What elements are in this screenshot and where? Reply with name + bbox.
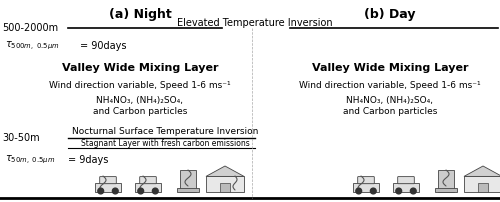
- Bar: [95, 183, 121, 192]
- Bar: [464, 176, 500, 192]
- Circle shape: [356, 188, 362, 194]
- Text: = 9days: = 9days: [68, 155, 108, 165]
- Bar: [438, 170, 454, 192]
- Text: Valley Wide Mixing Layer: Valley Wide Mixing Layer: [312, 63, 468, 73]
- Bar: [135, 183, 161, 192]
- Bar: [177, 188, 199, 192]
- Circle shape: [112, 188, 118, 194]
- Circle shape: [98, 188, 103, 194]
- Text: and Carbon particles: and Carbon particles: [343, 107, 437, 117]
- Text: 30-50m: 30-50m: [2, 133, 40, 143]
- Text: (b) Day: (b) Day: [364, 8, 416, 21]
- Text: NH₄NO₃, (NH₄)₂SO₄,: NH₄NO₃, (NH₄)₂SO₄,: [346, 96, 434, 104]
- FancyBboxPatch shape: [398, 177, 414, 184]
- Text: Elevated Temperature Inversion: Elevated Temperature Inversion: [177, 18, 333, 28]
- Polygon shape: [206, 166, 244, 176]
- Bar: [435, 188, 457, 192]
- Bar: [206, 176, 244, 192]
- Text: Nocturnal Surface Temperature Inversion: Nocturnal Surface Temperature Inversion: [72, 127, 258, 136]
- Text: Wind direction variable, Speed 1-6 ms⁻¹: Wind direction variable, Speed 1-6 ms⁻¹: [299, 81, 481, 90]
- Text: $\tau_{500m,\ 0.5\mu m}$: $\tau_{500m,\ 0.5\mu m}$: [5, 40, 60, 52]
- Text: Stagnant Layer with fresh carbon emissions: Stagnant Layer with fresh carbon emissio…: [80, 139, 249, 147]
- Circle shape: [138, 188, 143, 194]
- FancyBboxPatch shape: [140, 177, 156, 184]
- Bar: [478, 183, 488, 192]
- FancyBboxPatch shape: [358, 177, 374, 184]
- Bar: [220, 183, 230, 192]
- FancyBboxPatch shape: [100, 177, 116, 184]
- Circle shape: [370, 188, 376, 194]
- Text: NH₄NO₃, (NH₄)₂SO₄,: NH₄NO₃, (NH₄)₂SO₄,: [96, 96, 184, 104]
- Circle shape: [152, 188, 158, 194]
- Bar: [393, 183, 419, 192]
- Bar: [353, 183, 379, 192]
- Text: and Carbon particles: and Carbon particles: [93, 107, 187, 117]
- Text: = 90days: = 90days: [80, 41, 126, 51]
- Bar: [180, 170, 196, 192]
- Text: 500-2000m: 500-2000m: [2, 23, 58, 33]
- Text: Valley Wide Mixing Layer: Valley Wide Mixing Layer: [62, 63, 218, 73]
- Polygon shape: [464, 166, 500, 176]
- Text: $\tau_{50m,\ 0.5\mu m}$: $\tau_{50m,\ 0.5\mu m}$: [5, 154, 55, 166]
- Text: Wind direction variable, Speed 1-6 ms⁻¹: Wind direction variable, Speed 1-6 ms⁻¹: [49, 81, 231, 90]
- Text: (a) Night: (a) Night: [108, 8, 172, 21]
- Circle shape: [410, 188, 416, 194]
- Circle shape: [396, 188, 402, 194]
